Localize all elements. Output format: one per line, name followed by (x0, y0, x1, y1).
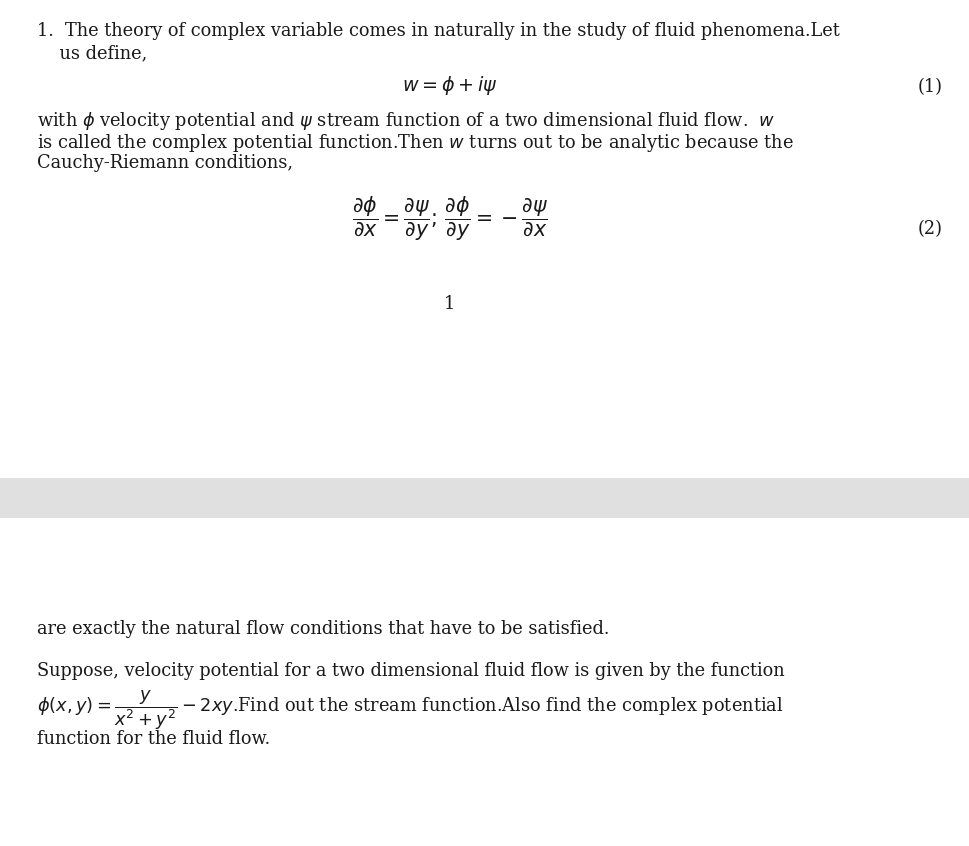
Text: us define,: us define, (37, 44, 147, 62)
Text: (1): (1) (917, 78, 942, 96)
Text: Suppose, velocity potential for a two dimensional fluid flow is given by the fun: Suppose, velocity potential for a two di… (37, 662, 784, 680)
Text: 1: 1 (444, 295, 455, 313)
Text: Cauchy-Riemann conditions,: Cauchy-Riemann conditions, (37, 154, 293, 172)
Text: $\dfrac{\partial\phi}{\partial x} = \dfrac{\partial\psi}{\partial y};\,\dfrac{\p: $\dfrac{\partial\phi}{\partial x} = \dfr… (352, 195, 547, 244)
Text: $w = \phi + i\psi$: $w = \phi + i\psi$ (402, 74, 497, 97)
Text: function for the fluid flow.: function for the fluid flow. (37, 730, 269, 748)
Text: $\phi(x, y) = \dfrac{y}{x^2 + y^2} - 2xy$.Find out the stream function.Also find: $\phi(x, y) = \dfrac{y}{x^2 + y^2} - 2xy… (37, 688, 783, 732)
Text: 1.  The theory of complex variable comes in naturally in the study of fluid phen: 1. The theory of complex variable comes … (37, 22, 839, 40)
Text: are exactly the natural flow conditions that have to be satisfied.: are exactly the natural flow conditions … (37, 620, 609, 638)
Bar (0, 478, 969, 518)
Text: (2): (2) (917, 220, 942, 238)
Text: is called the complex potential function.Then $w$ turns out to be analytic becau: is called the complex potential function… (37, 132, 794, 154)
Text: with $\phi$ velocity potential and $\psi$ stream function of a two dimensional f: with $\phi$ velocity potential and $\psi… (37, 110, 774, 132)
